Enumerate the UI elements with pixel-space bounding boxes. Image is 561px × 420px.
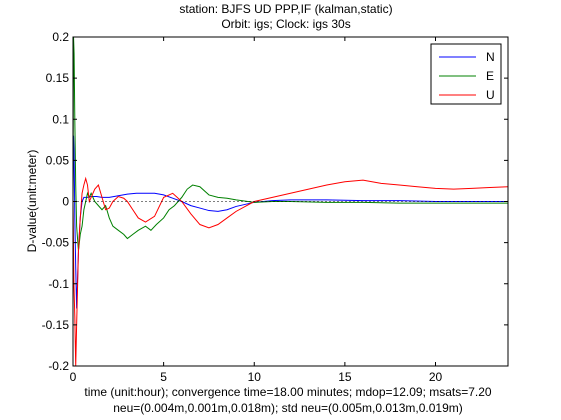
legend: N E U xyxy=(430,43,502,105)
legend-label-e: E xyxy=(486,69,494,83)
x-tick-label: 10 xyxy=(248,370,262,384)
series-layer xyxy=(72,36,509,367)
x-tick-label: 0 xyxy=(70,370,77,384)
y-tick-label: -0.1 xyxy=(48,277,69,291)
y-tick-label: 0 xyxy=(62,195,69,209)
legend-box xyxy=(430,43,502,105)
x-tick-label: 15 xyxy=(338,370,352,384)
y-tick-label: 0.1 xyxy=(52,112,69,126)
x-tick-label: 5 xyxy=(160,370,167,384)
x-axis-label-line-2: neu=(0.004m,0.001m,0.018m); std neu=(0.0… xyxy=(113,401,463,415)
y-tick-label: -0.05 xyxy=(42,236,70,250)
x-axis-label-line-1: time (unit:hour); convergence time=18.00… xyxy=(84,385,492,399)
y-tick-label: 0.15 xyxy=(46,71,70,85)
x-tick-label: 20 xyxy=(429,370,443,384)
chart-title-line-2: Orbit: igs; Clock: igs 30s xyxy=(221,17,350,31)
chart-title-line-1: station: BJFS UD PPP,IF (kalman,static) xyxy=(179,2,392,16)
series-line-e xyxy=(72,36,508,251)
y-tick-label: 0.2 xyxy=(52,30,69,44)
y-axis-label: D-value(unit:meter) xyxy=(25,150,39,253)
y-tick-label: -0.2 xyxy=(48,359,69,373)
series-line-u xyxy=(72,176,509,367)
y-tick-label: 0.05 xyxy=(46,153,70,167)
y-tick-label: -0.15 xyxy=(42,318,70,332)
legend-label-n: N xyxy=(486,50,495,64)
legend-label-u: U xyxy=(486,88,495,102)
y-axis: 0.2 0.15 0.1 0.05 0 -0.05 -0.1 -0.15 -0.2 xyxy=(42,30,508,373)
x-axis: 0 5 10 15 20 xyxy=(70,37,443,384)
